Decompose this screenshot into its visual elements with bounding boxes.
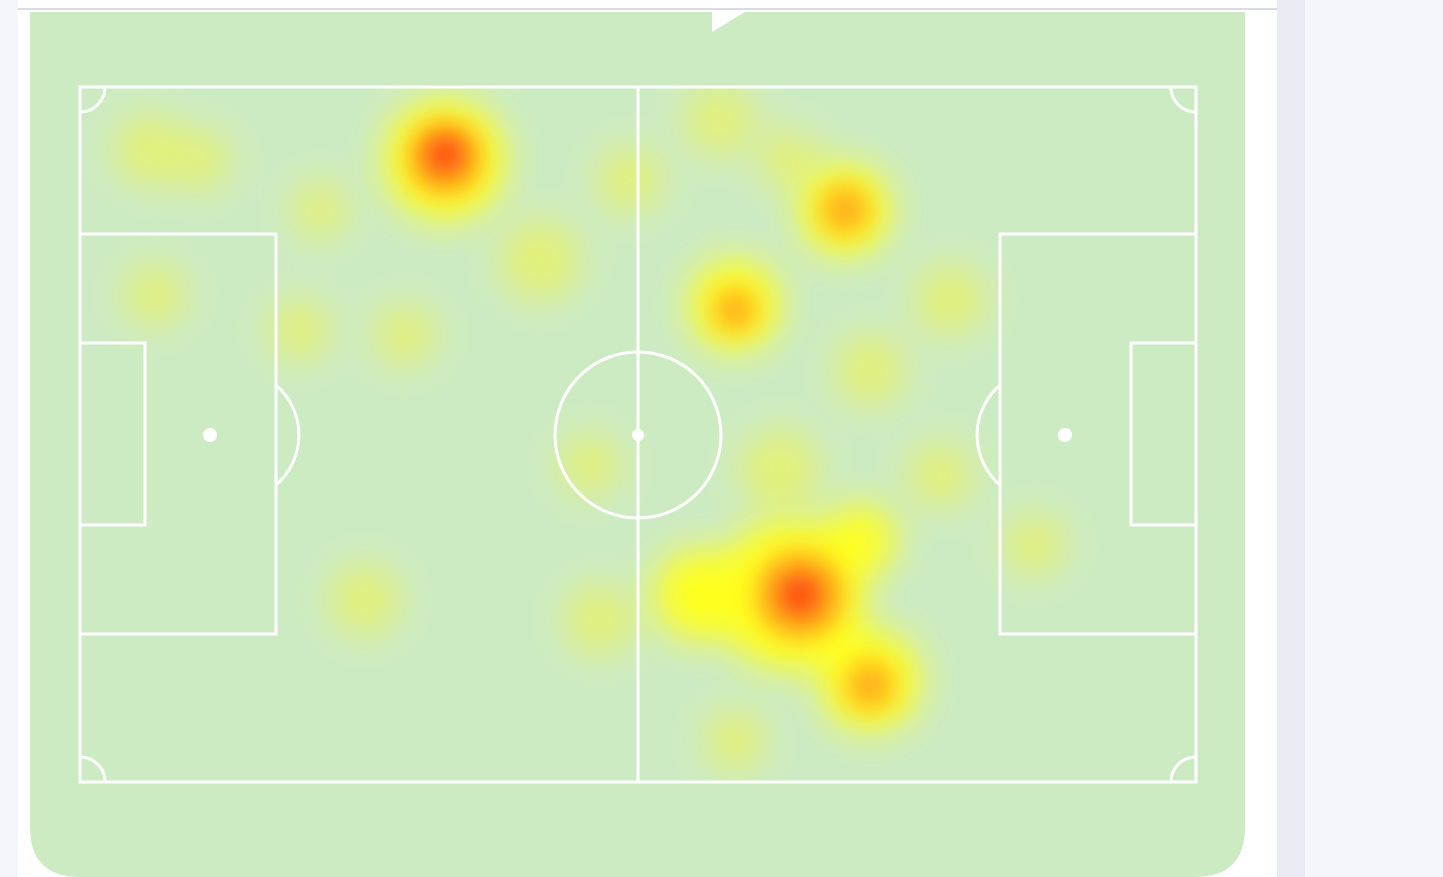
- corner-arc: [79, 755, 107, 783]
- left-goal-area: [78, 341, 147, 527]
- center-spot: [632, 429, 644, 441]
- heat-low: [115, 87, 1065, 770]
- heat-peak: [425, 135, 822, 617]
- corner-arc: [1169, 86, 1197, 114]
- left-penalty-arc: [275, 383, 301, 487]
- right-goal-area: [1129, 341, 1198, 527]
- center-circle: [553, 350, 723, 520]
- penalty-spot: [203, 428, 217, 442]
- pitch-lines: [78, 85, 1198, 784]
- heatmap: [115, 87, 1065, 770]
- card-divider: [18, 8, 1277, 10]
- corner-arc: [79, 86, 107, 114]
- penalty-spot: [1058, 428, 1072, 442]
- right-penalty-arc: [975, 383, 1001, 487]
- direction-marker: [712, 12, 745, 32]
- corner-arc: [1169, 755, 1197, 783]
- scrollbar-track: [1277, 0, 1305, 877]
